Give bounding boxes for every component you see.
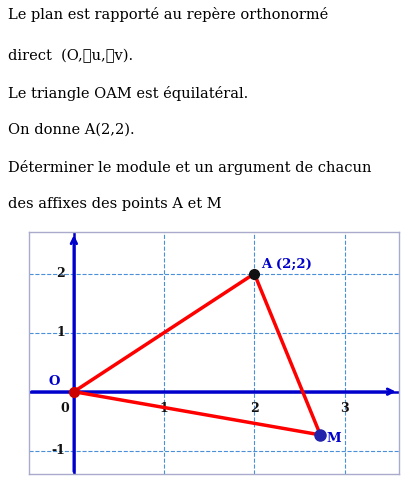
- Text: 1: 1: [56, 326, 65, 339]
- Text: A (2;2): A (2;2): [261, 258, 312, 271]
- Text: des affixes des points A et M: des affixes des points A et M: [8, 197, 222, 212]
- Text: On donne A(2,2).: On donne A(2,2).: [8, 123, 135, 137]
- Text: 3: 3: [340, 402, 349, 415]
- Text: M: M: [327, 432, 341, 445]
- Text: Le triangle OAM est équilatéral.: Le triangle OAM est équilatéral.: [8, 86, 249, 101]
- Text: O: O: [48, 375, 60, 388]
- Text: 2: 2: [56, 267, 65, 280]
- Text: -1: -1: [51, 444, 65, 457]
- Text: Déterminer le module et un argument de chacun: Déterminer le module et un argument de c…: [8, 160, 372, 175]
- Text: Le plan est rapporté au repère orthonormé: Le plan est rapporté au repère orthonorm…: [8, 7, 328, 22]
- Text: direct  (O,⃗u,⃗v).: direct (O,⃗u,⃗v).: [8, 49, 133, 63]
- Text: 0: 0: [60, 402, 69, 415]
- Text: 1: 1: [160, 402, 169, 415]
- Text: 2: 2: [250, 402, 259, 415]
